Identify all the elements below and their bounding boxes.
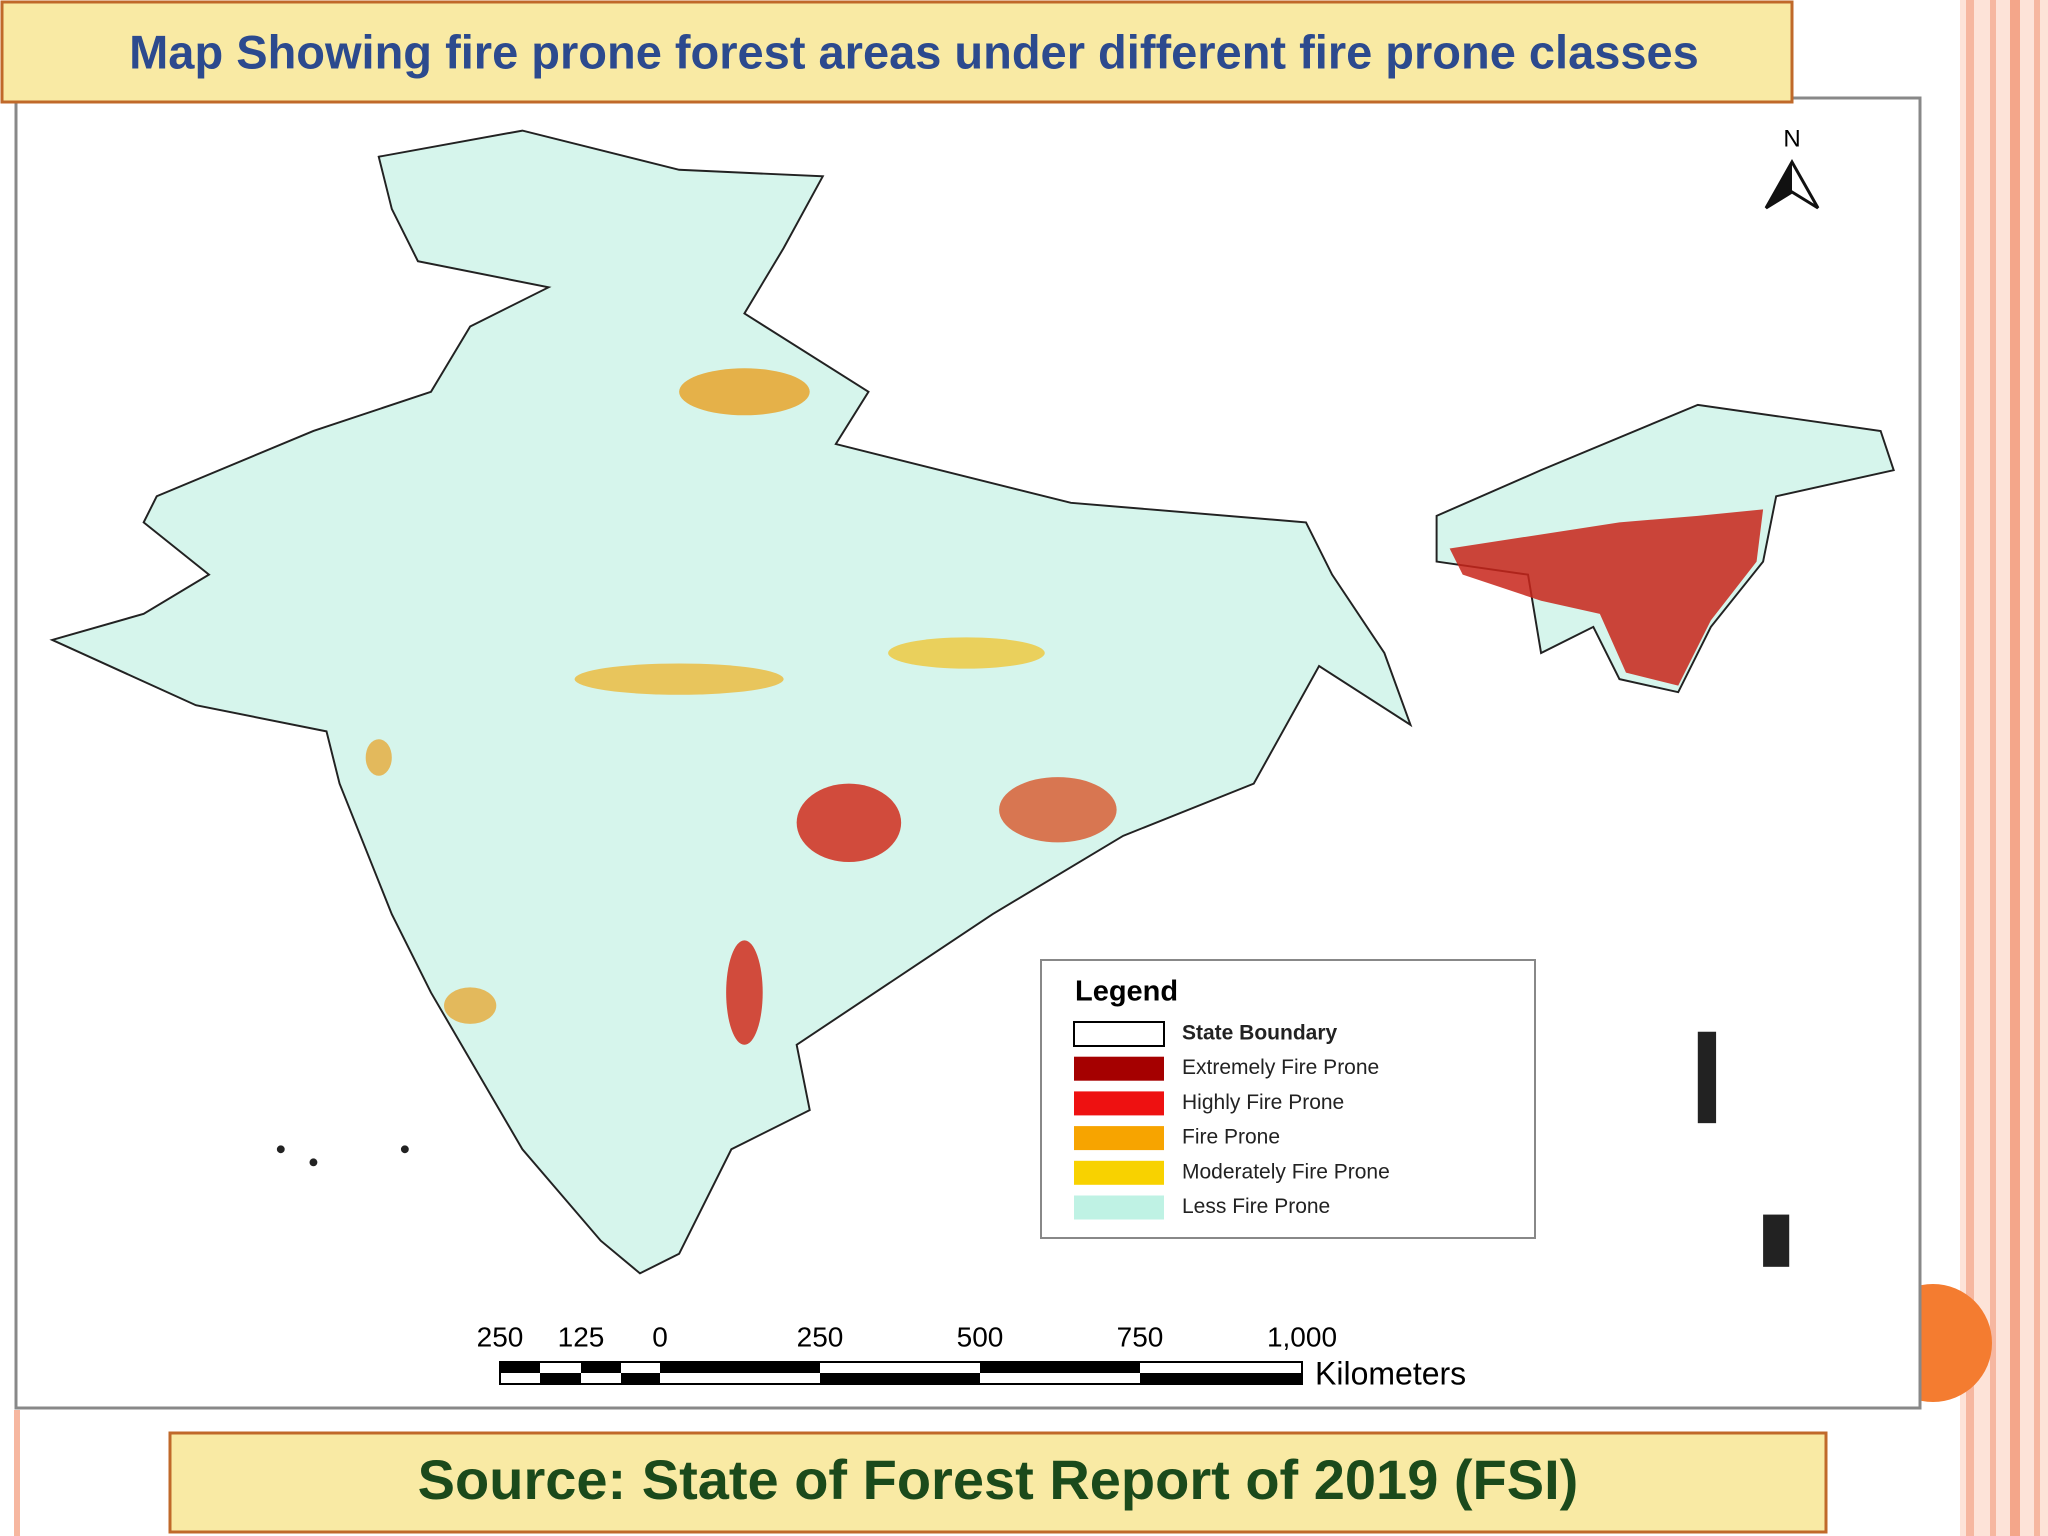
mainland [49, 129, 1413, 1275]
islands [276, 1031, 1790, 1267]
legend-label: Fire Prone [1182, 1126, 1280, 1149]
legend-label: Less Fire Prone [1182, 1195, 1330, 1218]
legend-label: Moderately Fire Prone [1182, 1160, 1390, 1183]
scale-label: 1,000 [1267, 1321, 1337, 1352]
scale-label: 750 [1117, 1321, 1164, 1352]
scale-label: 0 [652, 1321, 668, 1352]
north-arrow: N [1764, 125, 1820, 210]
legend-swatch [1074, 1126, 1164, 1151]
map [49, 129, 1895, 1275]
scale-label: 250 [477, 1321, 524, 1352]
legend-swatch [1073, 1021, 1165, 1047]
legend-label: Highly Fire Prone [1182, 1091, 1344, 1114]
title: Map Showing fire prone forest areas unde… [129, 25, 1699, 78]
fire-patches [365, 368, 1117, 1045]
legend-swatch [1074, 1195, 1164, 1220]
scale-bar: Kilometers 250 125 0 250 500 750 1,000 [477, 1321, 1467, 1391]
northeast-hot [1449, 509, 1764, 686]
scale-unit: Kilometers [1315, 1355, 1466, 1391]
title-box [0, 0, 1794, 104]
legend-label: State Boundary [1182, 1022, 1338, 1045]
legend-label: Extremely Fire Prone [1182, 1056, 1379, 1079]
legend: Legend State Boundary Extremely Fire Pron… [1040, 959, 1536, 1239]
legend-swatch [1074, 1091, 1164, 1116]
source-box [168, 1431, 1828, 1534]
scale-label: 250 [797, 1321, 844, 1352]
legend-box [1040, 959, 1536, 1239]
legend-swatch [1074, 1056, 1164, 1081]
scale-label: 500 [957, 1321, 1004, 1352]
source: Source: State of Forest Report of 2019 (… [418, 1448, 1579, 1511]
legend-swatch [1074, 1160, 1164, 1185]
north-label: N [1783, 125, 1800, 152]
legend-title: Legend [1075, 976, 1178, 1008]
scale-label: 125 [558, 1321, 605, 1352]
decor-stripes [14, 0, 2048, 1536]
